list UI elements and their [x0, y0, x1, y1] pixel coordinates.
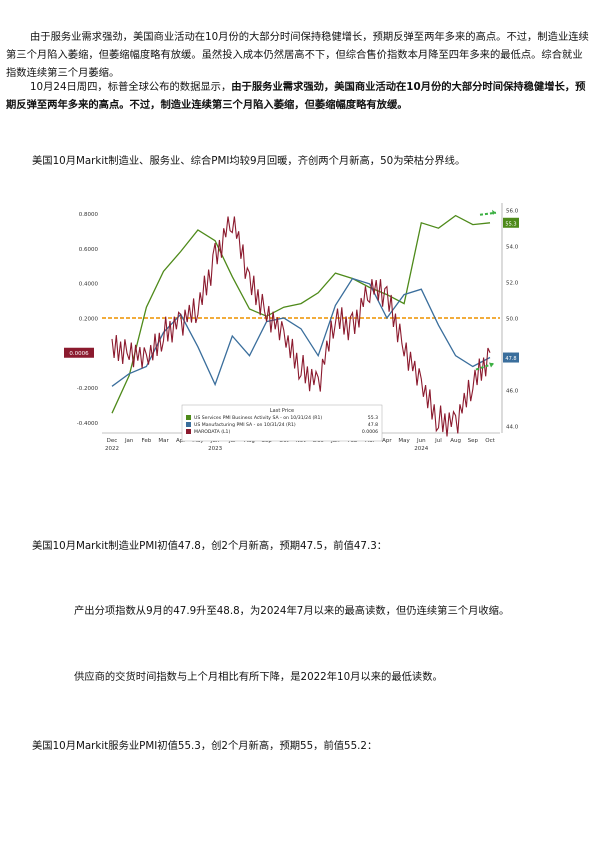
headline-bold: 由于服务业需求强劲，美国商业活动在10月份的大部分时间保持稳健增长，预期反弹至两… [6, 81, 586, 111]
headline-paragraph: 10月24日周四，标普全球公布的数据显示，由于服务业需求强劲，美国商业活动在10… [6, 78, 590, 114]
x-tick-label: Aug [450, 438, 461, 444]
left-tick-label: -0.4000 [77, 421, 99, 427]
x-tick-label: Dec [107, 438, 118, 444]
arrow-services [479, 211, 497, 216]
x-tick-label: Apr [176, 438, 186, 444]
right-value-tag-1 [503, 352, 519, 363]
year-label: 2023 [208, 446, 222, 452]
chart-caption: 美国10月Markit制造业、服务业、综合PMI均较9月回暖，齐创两个月新高，5… [32, 155, 466, 167]
right-tick-label: 44.0 [506, 424, 519, 430]
legend-swatch-1 [186, 422, 191, 427]
legend-title: Last Price [270, 408, 294, 414]
left-tick-label: 0.2000 [79, 317, 99, 323]
arrow-mfg-head [489, 362, 494, 368]
right-tick-label: 52.0 [506, 281, 519, 287]
legend-last-0: 55.3 [368, 415, 378, 421]
legend-entry-0: US Services PMI Business Activity SA - o… [194, 415, 322, 421]
right-tick-label: 56.0 [506, 209, 519, 215]
right-tick-label: 50.0 [506, 317, 519, 323]
legend-swatch-0 [186, 415, 191, 420]
x-tick-label: Mar [158, 438, 169, 444]
pmi-chart: 0.8000 0.6000 0.4000 0.2000 -0.2000 -0.4000 5… [64, 193, 538, 463]
x-tick-label: Jan [124, 438, 134, 444]
left-tick-label: 0.8000 [79, 212, 99, 218]
legend-box [181, 404, 383, 442]
x-tick-label: Oct [485, 438, 495, 444]
right-tick-label: 46.0 [506, 388, 519, 394]
delivery-times-paragraph: 供应商的交货时间指数与上个月相比有所下降，是2022年10月以来的最低读数。 [74, 671, 443, 683]
x-tick-label: May [398, 438, 410, 444]
services-pmi-paragraph: 美国10月Markit服务业PMI初值55.3，创2个月新高，预期55，前值55… [32, 740, 378, 752]
pmi-chart-svg: 0.8000 0.6000 0.4000 0.2000 -0.2000 -0.4000 5… [64, 193, 538, 463]
right-value-tag-text-1: 47.8 [505, 356, 516, 362]
intro-paragraph: 由于服务业需求强劲，美国商业活动在10月份的大部分时间保持稳健增长，预期反弹至两… [6, 31, 589, 79]
mfg-pmi-paragraph: 美国10月Markit制造业PMI初值47.8，创2个月新高，预期47.5，前值… [32, 540, 388, 552]
legend-entry-1: US Manufacturing PMI SA - on 10/31/24 (R… [194, 422, 296, 428]
year-label: 2024 [414, 446, 428, 452]
right-value-tag-text-0: 55.3 [505, 221, 516, 227]
left-tick-label: 0.6000 [79, 247, 99, 253]
series-line-0 [111, 214, 491, 414]
year-label: 2022 [105, 446, 119, 452]
arrow-services-head [492, 209, 496, 215]
left-value-tag-text: 0.0006 [69, 351, 89, 357]
left-tick-label: -0.2000 [77, 386, 99, 392]
right-tick-label: 54.0 [506, 245, 519, 251]
x-tick-label: Sep [468, 438, 479, 444]
x-tick-label: Apr [382, 438, 392, 444]
x-tick-label: Jul [434, 438, 442, 444]
legend-swatch-2 [186, 429, 191, 434]
series-line-2 [111, 216, 491, 437]
output-index-paragraph: 产出分项指数从9月的47.9升至48.8，为2024年7月以来的最高读数，但仍连… [74, 605, 510, 617]
x-tick-label: Jun [416, 438, 426, 444]
headline-lead: 10月24日周四，标普全球公布的数据显示， [30, 81, 232, 93]
x-tick-label: Feb [141, 438, 151, 444]
legend-last-1: 47.8 [368, 422, 378, 428]
legend-last-2: 0.0006 [362, 429, 378, 435]
left-tick-label: 0.4000 [79, 282, 99, 288]
right-value-tag-0 [503, 217, 519, 228]
left-value-tag [64, 347, 94, 358]
legend-entry-2: MARODATA (L1) [194, 429, 230, 435]
